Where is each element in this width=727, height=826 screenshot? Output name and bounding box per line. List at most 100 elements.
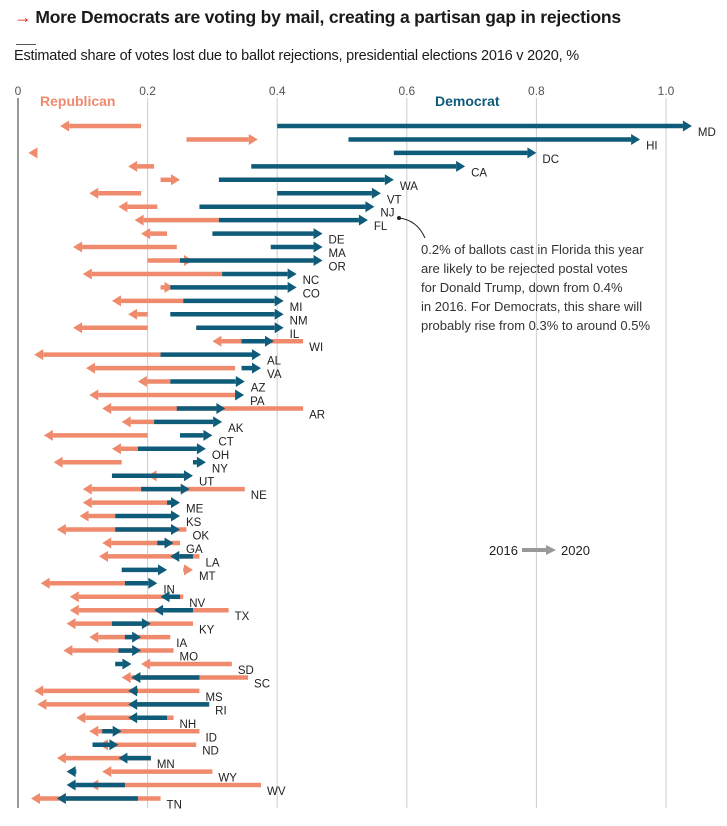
rep-arrow-head bbox=[89, 389, 99, 401]
state-label: WA bbox=[400, 181, 418, 193]
state-row-me: ME bbox=[82, 497, 204, 516]
dem-arrow bbox=[102, 725, 122, 737]
state-row-ia: IA bbox=[89, 631, 187, 650]
state-label: DE bbox=[329, 235, 345, 247]
state-label: CA bbox=[471, 167, 487, 179]
dem-arrow bbox=[128, 712, 168, 724]
dem-arrow bbox=[170, 308, 284, 320]
state-row-mi: MI bbox=[111, 295, 302, 314]
state-label: NJ bbox=[380, 208, 394, 220]
dem-arrow-head bbox=[180, 483, 190, 495]
rep-arrow-head bbox=[40, 577, 50, 589]
dem-arrow bbox=[157, 537, 174, 549]
dem-arrow bbox=[199, 201, 375, 213]
annotation-line: in 2016. For Democrats, this share will bbox=[421, 299, 643, 314]
state-label: KS bbox=[186, 517, 202, 529]
state-label: WI bbox=[309, 342, 323, 354]
rep-arrow-head bbox=[102, 766, 112, 778]
dem-arrow bbox=[170, 376, 245, 388]
state-label: NY bbox=[212, 463, 228, 475]
state-label: MN bbox=[157, 759, 175, 771]
chart-subtitle: Estimated share of votes lost due to bal… bbox=[14, 48, 579, 64]
state-row-az: AZ bbox=[137, 376, 266, 395]
state-row-nd: ND bbox=[92, 739, 219, 758]
state-label: ME bbox=[186, 504, 204, 516]
state-row-vt: VT bbox=[89, 187, 402, 206]
dem-arrow bbox=[241, 362, 261, 374]
dem-arrow-head bbox=[131, 671, 141, 683]
state-label: MD bbox=[698, 127, 716, 139]
rep-arrow-head bbox=[82, 497, 92, 509]
rep-arrow bbox=[102, 766, 213, 778]
state-row-pa: PA bbox=[89, 389, 265, 408]
rep-arrow-head bbox=[89, 631, 99, 643]
rep-arrow-head bbox=[212, 335, 222, 347]
dem-arrow bbox=[56, 793, 138, 804]
state-label: WY bbox=[218, 773, 237, 785]
dem-arrow bbox=[270, 241, 323, 253]
rep-arrow-head bbox=[30, 793, 40, 804]
dem-arrow bbox=[241, 335, 274, 347]
dem-arrow-head bbox=[365, 201, 375, 213]
dem-arrow bbox=[167, 497, 180, 509]
subtitle-rule bbox=[16, 44, 36, 45]
dem-arrow bbox=[66, 779, 125, 791]
state-row-nh: NH bbox=[76, 712, 196, 731]
state-row-id: ID bbox=[89, 725, 217, 744]
rep-arrow-head bbox=[73, 241, 83, 253]
state-row-fl: FL bbox=[134, 214, 388, 233]
state-label: OR bbox=[329, 262, 346, 274]
dem-arrow bbox=[277, 120, 692, 132]
dem-arrow bbox=[160, 349, 261, 361]
state-label: AK bbox=[228, 423, 244, 435]
rep-arrow-head bbox=[43, 429, 53, 441]
state-label: VT bbox=[387, 194, 402, 206]
state-label: DC bbox=[542, 154, 559, 166]
dem-arrow bbox=[111, 470, 193, 482]
rep-arrow-head bbox=[137, 376, 147, 388]
state-label: UT bbox=[199, 477, 214, 489]
x-tick-label: 0 bbox=[15, 84, 22, 98]
legend-arrow-head-icon bbox=[546, 545, 556, 555]
dem-arrow-head bbox=[183, 470, 193, 482]
dem-arrow bbox=[196, 322, 284, 334]
rep-arrow-head bbox=[89, 187, 99, 199]
state-row-ct: CT bbox=[43, 429, 234, 448]
state-label: SD bbox=[238, 665, 254, 677]
dem-arrow bbox=[66, 766, 77, 778]
state-label: AZ bbox=[251, 383, 266, 395]
rep-arrow bbox=[118, 201, 158, 213]
dem-arrow-head bbox=[358, 214, 368, 226]
rep-arrow-head bbox=[66, 618, 76, 630]
legend-to-year: 2020 bbox=[561, 543, 590, 558]
dem-arrow bbox=[222, 268, 297, 280]
state-label: TN bbox=[167, 800, 182, 812]
dem-arrow bbox=[128, 685, 138, 697]
dem-arrow-head bbox=[235, 376, 245, 388]
state-row-ma: MA bbox=[73, 241, 346, 260]
dem-arrow bbox=[118, 645, 142, 657]
dem-arrow-head bbox=[196, 443, 206, 455]
dem-arrow bbox=[277, 187, 381, 199]
rep-arrow bbox=[73, 322, 148, 334]
gridlines bbox=[17, 98, 667, 808]
dem-arrow-head bbox=[158, 564, 168, 576]
dem-arrow bbox=[212, 228, 323, 240]
state-label: SC bbox=[254, 678, 270, 690]
dem-arrow-head bbox=[216, 402, 226, 414]
annotation-curve bbox=[398, 217, 426, 239]
state-row-wa: WA bbox=[160, 174, 418, 193]
rep-arrow bbox=[134, 214, 219, 226]
rep-arrow bbox=[28, 147, 38, 159]
dem-arrow bbox=[218, 214, 368, 226]
state-row-sc: SC bbox=[121, 671, 270, 690]
state-label: IA bbox=[176, 638, 187, 650]
state-row-sd: SD bbox=[115, 658, 254, 677]
dem-arrow-head bbox=[160, 591, 170, 603]
state-row-nv: NV bbox=[69, 591, 206, 610]
rep-arrow-head bbox=[111, 295, 121, 307]
dem-arrow-head bbox=[128, 698, 138, 710]
dem-arrow-head bbox=[235, 389, 245, 401]
rep-arrow-head bbox=[34, 349, 44, 361]
rep-arrow bbox=[89, 389, 239, 401]
